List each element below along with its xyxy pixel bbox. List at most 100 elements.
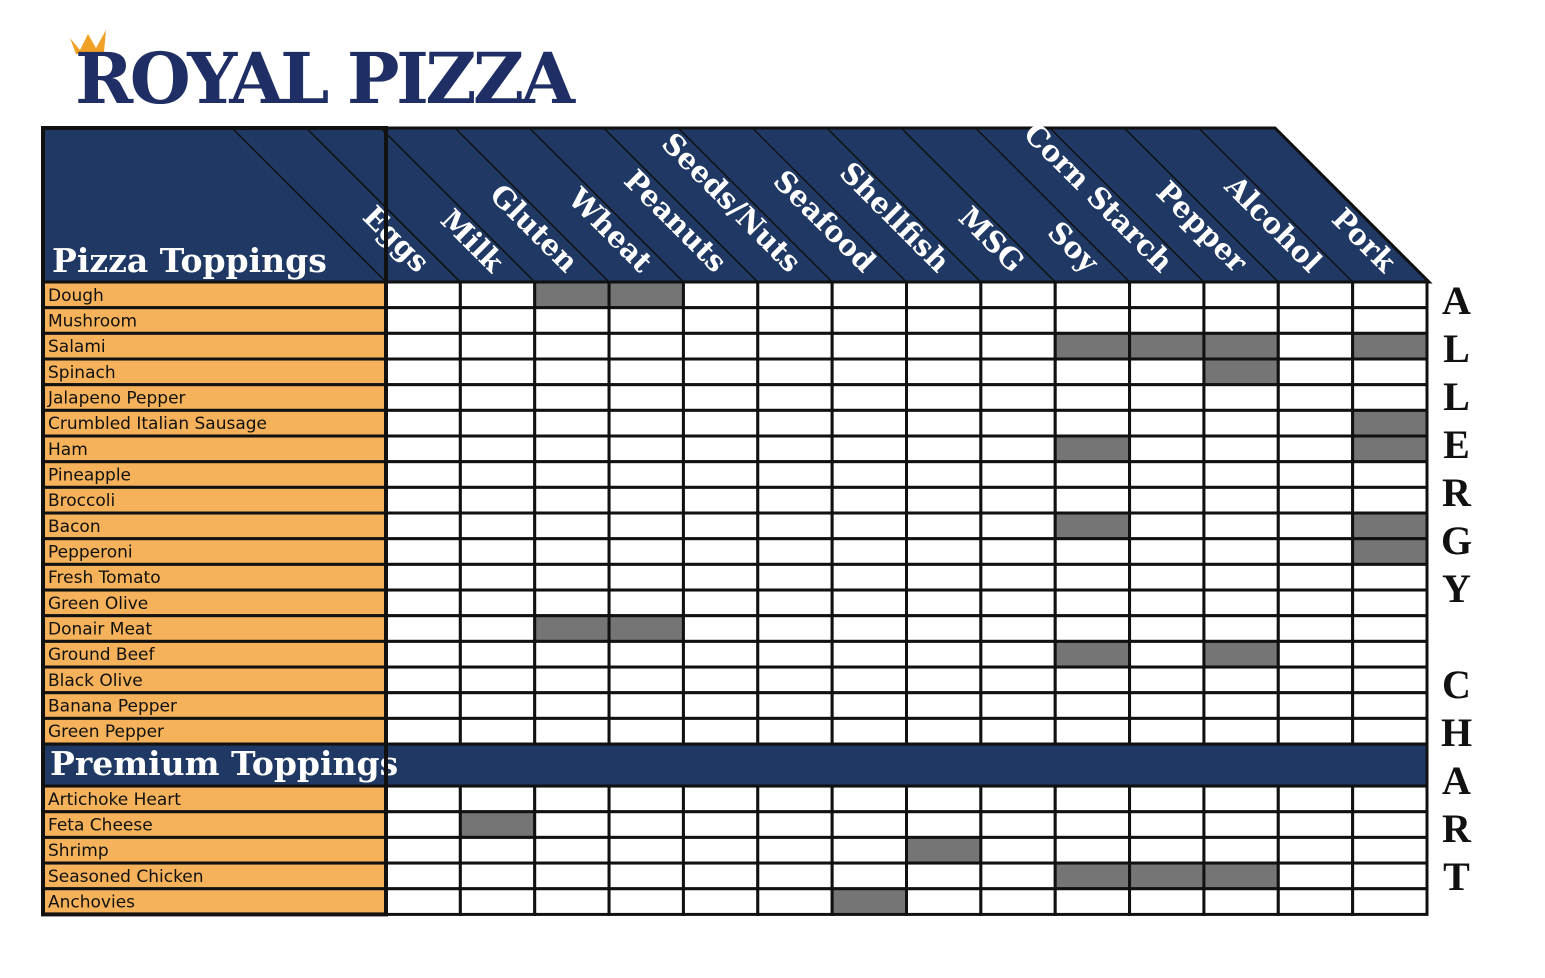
allergen-cell	[607, 485, 685, 515]
allergen-cell	[1053, 562, 1132, 592]
allergen-cell	[384, 562, 462, 592]
allergen-cell-marked	[905, 835, 983, 865]
section-title: Pizza Toppings	[52, 241, 327, 280]
allergen-cell	[607, 887, 685, 916]
allergen-cell	[905, 460, 983, 489]
allergen-cell	[979, 691, 1057, 720]
allergen-cell	[1053, 460, 1132, 489]
allergen-cell	[979, 810, 1057, 839]
allergen-cell	[756, 861, 834, 891]
allergen-cell-marked	[830, 887, 909, 916]
row-name: Banana Pepper	[48, 697, 177, 717]
allergen-cell	[756, 434, 834, 464]
allergen-cell	[1351, 810, 1429, 839]
allergen-cell	[1202, 835, 1280, 865]
allergen-cell	[1202, 280, 1280, 310]
allergen-cell	[830, 460, 909, 489]
allergen-cell	[756, 810, 834, 839]
allergen-cell	[905, 861, 983, 891]
allergen-cell	[458, 357, 537, 387]
allergen-cell	[681, 511, 760, 541]
allergen-cell	[905, 485, 983, 515]
allergen-cell	[979, 460, 1057, 489]
allergen-cell	[979, 614, 1057, 643]
allergen-cell	[905, 887, 983, 916]
allergen-cell	[1128, 408, 1206, 438]
allergen-cell	[756, 485, 834, 515]
allergen-cell	[1276, 280, 1355, 310]
allergen-cell	[830, 562, 909, 592]
allergen-cell	[1128, 383, 1206, 412]
allergen-cell	[979, 511, 1057, 541]
allergen-cell	[384, 588, 462, 618]
allergen-cell	[681, 784, 760, 814]
allergen-cell	[384, 485, 462, 515]
row-name-cell	[41, 588, 388, 618]
allergen-cell	[1053, 357, 1132, 387]
allergen-cell	[458, 511, 537, 541]
allergen-cell	[1351, 460, 1429, 489]
allergen-cell	[1202, 306, 1280, 335]
allergen-cell	[681, 485, 760, 515]
allergen-cell	[533, 485, 611, 515]
allergen-cell	[607, 665, 685, 695]
allergen-cell-marked	[458, 810, 537, 839]
allergen-cell	[905, 810, 983, 839]
allergen-cell	[1053, 383, 1132, 412]
row-name: Green Olive	[48, 594, 148, 614]
allergen-cell	[607, 434, 685, 464]
allergen-cell	[1351, 383, 1429, 412]
allergen-cell	[458, 639, 537, 669]
allergen-cell-marked	[533, 614, 611, 643]
allergen-cell	[1202, 485, 1280, 515]
allergen-cell	[384, 537, 462, 566]
allergen-cell	[1053, 665, 1132, 695]
allergen-cell	[905, 716, 983, 746]
allergen-cell	[1202, 511, 1280, 541]
allergen-cell	[1053, 588, 1132, 618]
allergen-cell	[1053, 835, 1132, 865]
header-divider	[1049, 127, 1205, 283]
allergen-cell	[979, 665, 1057, 695]
row-name-cell	[41, 357, 388, 387]
allergen-cell	[458, 331, 537, 361]
allergen-cell	[607, 835, 685, 865]
allergen-cell	[830, 716, 909, 746]
allergen-cell	[905, 280, 983, 310]
row-name-cell	[41, 434, 388, 464]
allergen-cell	[607, 588, 685, 618]
header-divider	[603, 127, 759, 283]
allergen-cell	[1128, 835, 1206, 865]
allergen-cell	[1276, 810, 1355, 839]
allergen-cell	[756, 280, 834, 310]
row-name: Pepperoni	[48, 543, 133, 563]
allergen-cell	[607, 784, 685, 814]
allergen-cell	[830, 810, 909, 839]
allergen-cell	[681, 460, 760, 489]
allergen-cell	[979, 331, 1057, 361]
allergen-cell	[979, 784, 1057, 814]
allergen-cell	[533, 562, 611, 592]
allergen-cell-marked	[1351, 511, 1429, 541]
allergen-cell	[756, 716, 834, 746]
allergen-cell-marked	[1351, 434, 1429, 464]
allergen-cell	[1053, 810, 1132, 839]
allergen-cell-marked	[1202, 357, 1280, 387]
allergen-cell	[607, 408, 685, 438]
allergen-cell	[384, 357, 462, 387]
allergen-cell	[607, 716, 685, 746]
allergen-cell	[1276, 835, 1355, 865]
allergen-cell	[905, 665, 983, 695]
row-name: Salami	[48, 337, 106, 357]
allergen-cell	[1351, 639, 1429, 669]
allergen-cell	[905, 511, 983, 541]
allergen-cell	[1351, 716, 1429, 746]
allergen-cell	[1202, 562, 1280, 592]
row-name: Feta Cheese	[48, 816, 153, 836]
allergen-cell	[905, 614, 983, 643]
allergen-cell	[756, 537, 834, 566]
allergen-cell-marked	[607, 614, 685, 643]
allergen-cell	[756, 562, 834, 592]
